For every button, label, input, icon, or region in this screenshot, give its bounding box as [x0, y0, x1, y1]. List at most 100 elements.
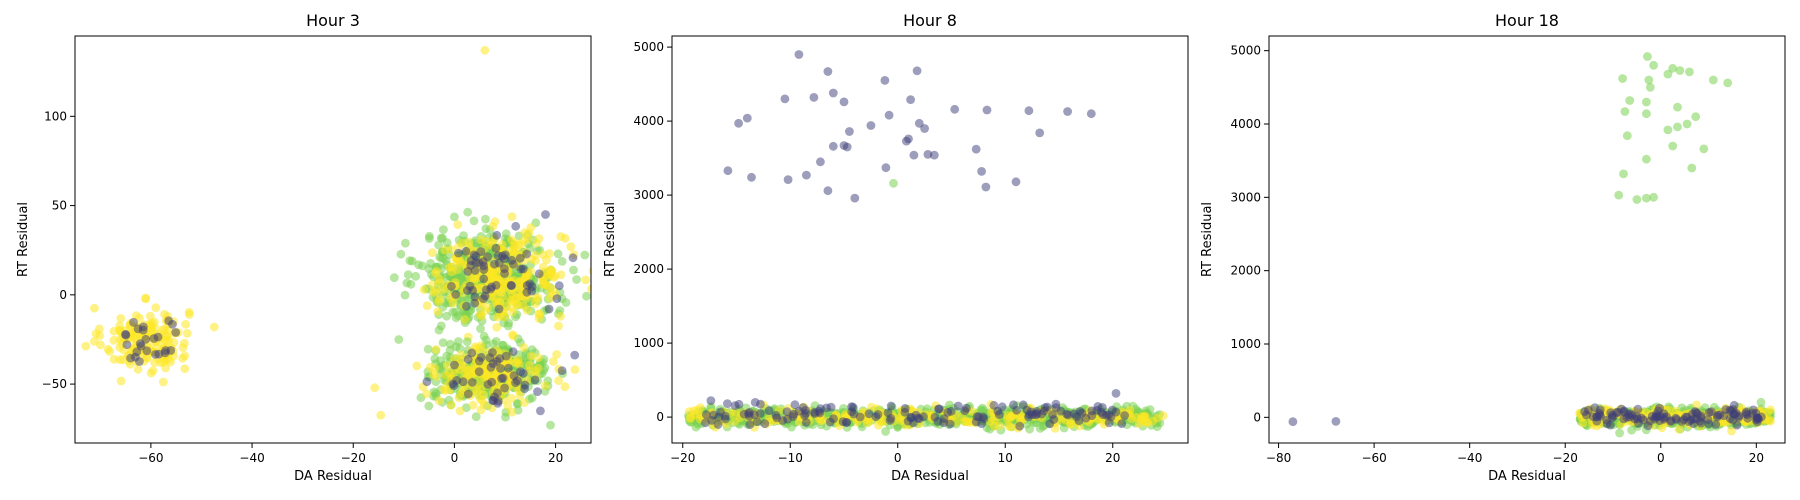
- scatter-point-green: [1673, 102, 1682, 112]
- scatter-point-yellow: [498, 292, 508, 302]
- scatter-point-purple: [533, 387, 542, 396]
- scatter-point-purple: [474, 367, 484, 376]
- y-axis-label: RT Residual: [16, 202, 31, 277]
- x-tick-label: −20: [341, 451, 366, 465]
- scatter-point-purple: [902, 136, 911, 146]
- scatter-point-green: [503, 321, 513, 331]
- scatter-point-yellow: [446, 245, 456, 255]
- y-axis-label: RT Residual: [603, 202, 618, 277]
- scatter-point-purple: [713, 420, 723, 429]
- scatter-point-purple: [554, 281, 564, 291]
- scatter-point-yellow: [419, 285, 429, 294]
- scatter-point-green: [1619, 169, 1628, 179]
- x-tick-label: 20: [1749, 451, 1764, 465]
- scatter-point-yellow: [554, 321, 563, 331]
- scatter-point-yellow: [446, 400, 456, 410]
- scatter-point-purple: [981, 182, 991, 192]
- scatter-point-green: [1645, 82, 1655, 92]
- scatter-point-green: [1620, 107, 1630, 116]
- scatter-point-green: [434, 240, 443, 250]
- scatter-point-yellow: [480, 45, 490, 55]
- x-tick-label: −60: [1361, 451, 1386, 465]
- scatter-points: [1288, 52, 1775, 438]
- scatter-point-yellow: [455, 406, 465, 416]
- scatter-point-green: [580, 250, 590, 260]
- scatter-point-yellow: [116, 314, 126, 323]
- scatter-point-yellow: [182, 329, 192, 338]
- scatter-point-yellow: [116, 376, 126, 386]
- chart-title: Hour 18: [1495, 11, 1559, 30]
- scatter-point-purple: [828, 141, 838, 151]
- scatter-point-yellow: [370, 383, 380, 393]
- scatter-point-yellow: [515, 391, 525, 400]
- scatter-point-yellow: [443, 361, 452, 370]
- scatter-point-green: [1642, 97, 1651, 107]
- scatter-point-yellow: [90, 303, 99, 313]
- scatter-point-purple: [479, 274, 489, 284]
- scatter-point-purple: [730, 401, 740, 410]
- scatter-point-green: [400, 290, 410, 300]
- scatter-point-green: [454, 311, 463, 320]
- y-tick-label: 5000: [633, 40, 664, 54]
- scatter-point-yellow: [142, 353, 152, 363]
- scatter-point-purple: [848, 402, 858, 412]
- scatter-point-yellow: [546, 288, 556, 298]
- chart-panel-1: −60 −40 −20 0 20 −50 0 50 100 Hour 3 DA Residual RT…: [16, 11, 592, 484]
- scatter-point-green: [462, 337, 472, 346]
- scatter-point-yellow: [508, 245, 518, 255]
- scatter-point-green: [1644, 75, 1654, 85]
- scatter-point-purple: [794, 50, 804, 59]
- scatter-point-yellow: [440, 245, 450, 255]
- scatter-point-purple: [504, 363, 513, 373]
- scatter-point-purple: [1288, 417, 1298, 427]
- scatter-point-yellow: [730, 416, 740, 426]
- scatter-point-yellow: [483, 303, 493, 312]
- scatter-point-green: [455, 344, 465, 353]
- scatter-point-green: [438, 338, 448, 348]
- scatter-point-yellow: [541, 280, 551, 290]
- scatter-point-green: [501, 412, 510, 422]
- scatter-point-purple: [507, 255, 517, 265]
- axes-frame: [1268, 35, 1786, 444]
- scatter-point-purple: [850, 193, 860, 203]
- scatter-point-purple: [570, 350, 580, 360]
- scatter-point-purple: [1035, 128, 1045, 138]
- scatter-point-yellow: [492, 322, 502, 332]
- y-tick-label: 2000: [633, 262, 664, 276]
- scatter-point-purple: [723, 399, 732, 408]
- scatter-point-yellow: [209, 322, 219, 332]
- scatter-point-yellow: [507, 394, 516, 403]
- scatter-point-purple: [142, 346, 152, 356]
- scatter-point-purple: [745, 411, 754, 421]
- scatter-point-purple: [912, 66, 922, 76]
- scatter-point-yellow: [520, 228, 530, 238]
- scatter-point-purple: [871, 412, 881, 421]
- scatter-point-yellow: [89, 337, 99, 346]
- scatter-point-yellow: [1727, 426, 1736, 436]
- y-tick-label: 4000: [1230, 117, 1261, 131]
- scatter-point-purple: [994, 410, 1004, 419]
- scatter-point-purple: [467, 348, 477, 358]
- scatter-point-yellow: [146, 368, 156, 378]
- scatter-point-green: [450, 212, 459, 222]
- scatter-point-green: [1699, 144, 1709, 154]
- scatter-point-purple: [129, 317, 138, 327]
- scatter-point-yellow: [538, 262, 548, 272]
- scatter-point-green: [476, 324, 485, 333]
- scatter-point-purple: [557, 366, 567, 375]
- x-tick-label: 20: [548, 451, 563, 465]
- scatter-point-purple: [153, 332, 163, 342]
- y-tick-label: 0: [59, 288, 67, 302]
- scatter-point-yellow: [554, 376, 563, 385]
- scatter-point-yellow: [156, 358, 166, 367]
- scatter-point-purple: [493, 388, 502, 398]
- x-tick-label: −40: [1457, 451, 1482, 465]
- scatter-point-purple: [825, 417, 835, 427]
- scatter-point-purple: [946, 406, 956, 416]
- scatter-point-purple: [900, 407, 910, 417]
- axes-frame: [74, 35, 592, 444]
- scatter-point-purple: [1704, 419, 1714, 429]
- scatter-point-yellow: [519, 343, 529, 352]
- scatter-point-yellow: [508, 307, 517, 317]
- y-tick-label: 2000: [1230, 264, 1261, 278]
